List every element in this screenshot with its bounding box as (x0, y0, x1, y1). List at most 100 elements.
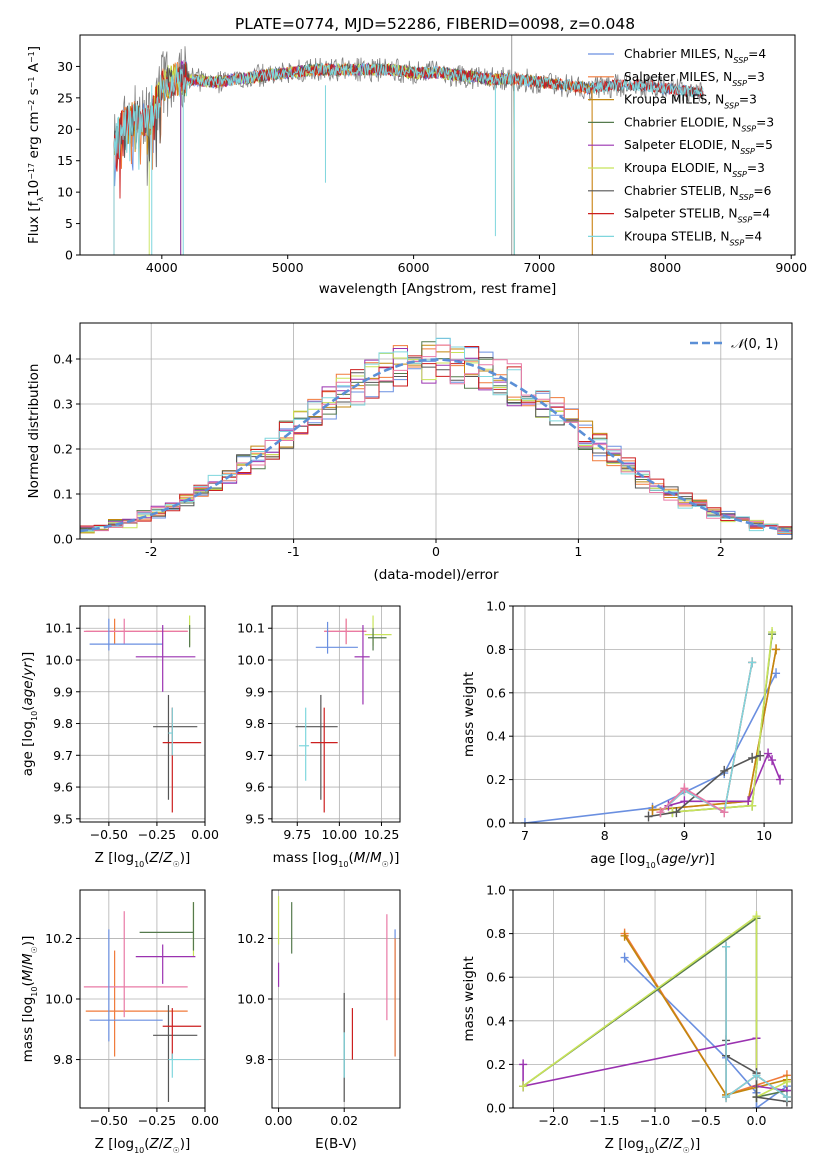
residuals-normal-curve (80, 358, 792, 533)
mass_vs_Z-crosses (83, 902, 202, 1102)
massweight_vs_Z-ytick-label: 1.0 (486, 883, 506, 898)
mass_vs_EBV-xtick-label: 0.02 (330, 1113, 358, 1128)
age_vs_mass-ytick-label: 10.0 (237, 653, 265, 668)
massweight_vs_age-marker (748, 752, 757, 763)
age_vs_Z-ytick-label: 10.0 (45, 653, 73, 668)
age_vs_Z-ytick-label: 9.8 (53, 716, 73, 731)
age_vs_Z-xtick-label: 0.00 (191, 827, 219, 842)
spectrum-legend-label: Salpeter STELIB, NSSP=4 (624, 207, 770, 225)
massweight_vs_Z-xtick-label: 0.0 (747, 1113, 767, 1128)
mass_vs_Z-xtick-label: −0.25 (138, 1113, 176, 1128)
massweight_vs_Z-marker (722, 1092, 731, 1103)
age_vs_Z-frame (79, 605, 206, 823)
massweight_vs_Z-marker (620, 952, 629, 963)
spectrum-ytick-label: 10 (57, 185, 73, 200)
spectrum-ytick-label: 30 (57, 59, 73, 74)
mass_vs_EBV-xlabel: E(B-V) (315, 1136, 357, 1152)
massweight_vs_age-marker (720, 807, 729, 818)
spectrum-legend-label: Chabrier ELODIE, NSSP=3 (624, 115, 774, 132)
age_vs_Z-ytick-label: 9.9 (53, 684, 73, 699)
massweight_vs_Z-marker (722, 941, 731, 952)
residuals-ytick-label: 0.2 (53, 442, 73, 457)
massweight_vs_age-line-salpeter-elodie (668, 751, 781, 807)
massweight_vs_age-marker (744, 796, 753, 807)
residuals-xtick-label: -2 (145, 544, 157, 559)
spectrum-xtick-label: 7000 (524, 260, 556, 275)
age_vs_mass-xtick-label: 10.00 (321, 827, 357, 842)
age_vs_Z-crosses (83, 615, 202, 813)
mass_vs_EBV-ytick-label: 10.0 (237, 992, 265, 1007)
massweight_vs_Z-line-kroupa-stelib (725, 946, 788, 1099)
massweight_vs_Z-line-kroupa-elodie (522, 914, 788, 1099)
spectrum-xtick-label: 9000 (775, 260, 807, 275)
residuals-ytick-label: 0.4 (53, 352, 73, 367)
massweight_vs_Z-xtick-label: −1.5 (589, 1113, 619, 1128)
spectrum-legend-label: Kroupa ELODIE, NSSP=3 (624, 161, 765, 179)
massweight_vs_age-ytick-label: 1.0 (486, 599, 506, 614)
age_vs_Z-ytick-label: 9.6 (53, 780, 73, 795)
massweight_vs_age-marker (768, 627, 777, 638)
age_vs_mass-xtick-label: 9.75 (283, 827, 311, 842)
massweight_vs_age-ytick-label: 0.0 (486, 816, 506, 831)
spectrum-xlabel: wavelength [Angstrom, rest frame] (319, 281, 557, 297)
massweight_vs_Z-xlabel: Z [log10(Z/Z☉)] (605, 1136, 701, 1155)
spectrum-model-line-salpeter-stelib (113, 61, 704, 255)
residuals-hists (80, 337, 792, 537)
age_vs_Z-ytick-label: 9.5 (53, 811, 73, 826)
massweight_vs_age-xlabel: age [log10(age/yr)] (590, 851, 715, 870)
massweight_vs_Z-ytick-label: 0.2 (486, 1057, 506, 1072)
massweight_vs_Z-ytick-label: 0.8 (486, 926, 506, 941)
age_vs_Z-ylabel: age [log10(age/yr)] (20, 652, 39, 777)
mass_vs_EBV-xtick-label: 0.00 (265, 1113, 293, 1128)
age_vs_Z-ytick-label: 9.7 (53, 748, 73, 763)
massweight_vs_Z-marker (752, 911, 761, 922)
mass_vs_Z-xtick-label: −0.50 (90, 1113, 128, 1128)
residuals-hist-pink (80, 344, 792, 534)
massweight_vs_age-ytick-label: 0.6 (486, 685, 506, 700)
age_vs_Z-xtick-label: −0.50 (90, 827, 128, 842)
spectrum-ytick-label: 0 (65, 248, 73, 263)
spectrum-model-line-kroupa-stelib (113, 62, 704, 255)
spectrum-xtick-label: 8000 (649, 260, 681, 275)
massweight_vs_age-ytick-label: 0.8 (486, 642, 506, 657)
massweight_vs_Z-xtick-label: −1.0 (640, 1113, 670, 1128)
mass_vs_EBV-ytick-label: 10.2 (237, 931, 265, 946)
spectrum-frame (79, 34, 796, 256)
spectrum-legend-label: Kroupa MILES, NSSP=3 (624, 93, 757, 111)
massweight_vs_age-marker (648, 804, 657, 815)
massweight_vs_Z-marker (782, 1076, 791, 1087)
residuals-ylabel: Normed distribution (26, 364, 42, 499)
mass_vs_Z-ytick-label: 10.2 (45, 931, 73, 946)
spectrum-legend-label: Salpeter MILES, NSSP=3 (624, 70, 765, 88)
residuals-ytick-label: 0.3 (53, 397, 73, 412)
massweight_vs_age-marker (776, 774, 785, 785)
age_vs_Z-ytick-label: 10.1 (45, 621, 73, 636)
massweight_vs_Z-ytick-label: 0.4 (486, 1013, 506, 1028)
massweight_vs_Z-frame (512, 889, 793, 1109)
massweight_vs_age-marker (748, 800, 757, 811)
massweight_vs_age-xtick-label: 10 (756, 828, 772, 843)
spectrum-xtick-label: 4000 (146, 260, 178, 275)
massweight_vs_Z-ytick-label: 0.0 (486, 1101, 506, 1116)
age_vs_mass-xtick-label: 10.25 (364, 827, 400, 842)
massweight_vs_Z-marker (752, 1092, 761, 1103)
massweight_vs_age-marker (748, 657, 757, 668)
massweight_vs_age-marker (764, 748, 773, 759)
spectrum-legend-label: Chabrier STELIB, NSSP=6 (624, 184, 771, 202)
spectrum-legend-label: Salpeter ELODIE, NSSP=5 (624, 138, 773, 156)
spectrum-xtick-label: 5000 (272, 260, 304, 275)
residuals-hist-chabrier-elodie (80, 341, 792, 533)
age_vs_mass-xlabel: mass [log10(M/M☉)] (273, 850, 400, 869)
massweight_vs_age-ytick-label: 0.2 (486, 772, 506, 787)
massweight_vs_age-marker (720, 765, 729, 776)
massweight_vs_age-ytick-label: 0.4 (486, 729, 506, 744)
massweight_vs_Z-xtick-label: −0.5 (691, 1113, 721, 1128)
massweight_vs_age-marker (520, 818, 529, 823)
massweight_vs_age-axes (513, 605, 792, 824)
age_vs_Z-xtick-label: −0.25 (138, 827, 176, 842)
massweight_vs_Z-marker (519, 1081, 528, 1092)
figure-title: PLATE=0774, MJD=52286, FIBERID=0098, z=0… (235, 15, 635, 33)
spectrum-ytick-label: 15 (57, 153, 73, 168)
residuals-ytick-label: 0.1 (53, 487, 73, 502)
